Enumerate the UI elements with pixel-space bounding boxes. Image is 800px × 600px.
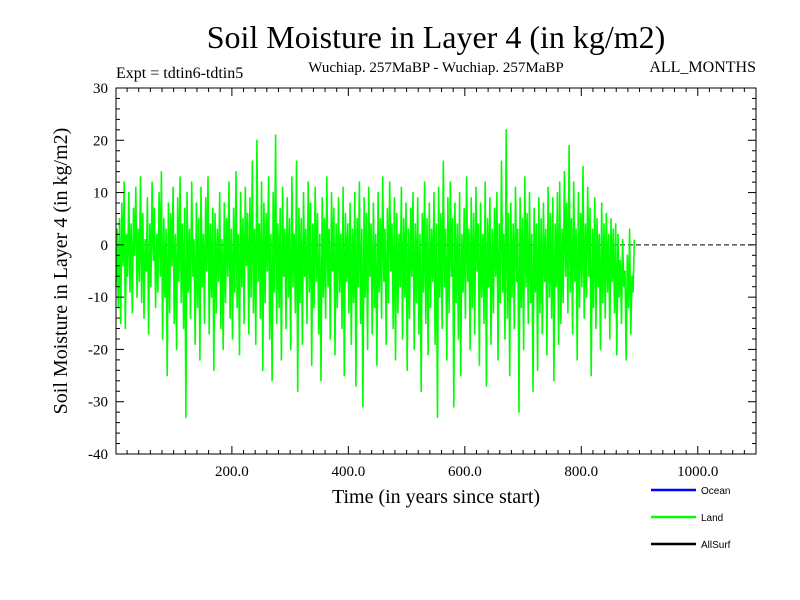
chart-title: Soil Moisture in Layer 4 (in kg/m2) [207, 19, 666, 55]
x-tick-label: 800.0 [564, 464, 598, 480]
y-tick-label: -40 [88, 447, 108, 463]
experiment-label: Expt = tdtin6-tdtin5 [116, 65, 243, 82]
y-tick-label: 0 [101, 238, 109, 254]
series-line-land [115, 129, 636, 419]
y-tick-label: -30 [88, 395, 108, 411]
legend-label-land: Land [701, 513, 723, 524]
plot-frame [115, 87, 757, 455]
x-tick-label: 600.0 [448, 464, 482, 480]
y-tick-label: 30 [93, 81, 108, 97]
series-layer [115, 129, 636, 419]
x-tick-label: 400.0 [331, 464, 365, 480]
period-label: Wuchiap. 257MaBP - Wuchiap. 257MaBP [308, 60, 563, 76]
months-label: ALL_MONTHS [649, 59, 756, 76]
legend-label-allsurf: AllSurf [701, 540, 731, 551]
y-tick-label: -20 [88, 342, 108, 358]
y-axis-label: Soil Moisture in Layer 4 (in kg/m2) [50, 128, 72, 415]
x-tick-label: 200.0 [215, 464, 249, 480]
legend: Ocean Land AllSurf [651, 486, 731, 551]
x-axis-label: Time (in years since start) [332, 486, 540, 508]
axes-layer: -40 -30 -20 -10 0 10 20 30 200.0 400.0 600.0 800.0 1… [88, 81, 757, 480]
y-tick-label: -10 [88, 290, 108, 306]
y-tick-label: 20 [93, 133, 108, 149]
y-tick-label: 10 [93, 186, 108, 202]
legend-label-ocean: Ocean [701, 486, 730, 497]
x-tick-label: 1000.0 [677, 464, 718, 480]
